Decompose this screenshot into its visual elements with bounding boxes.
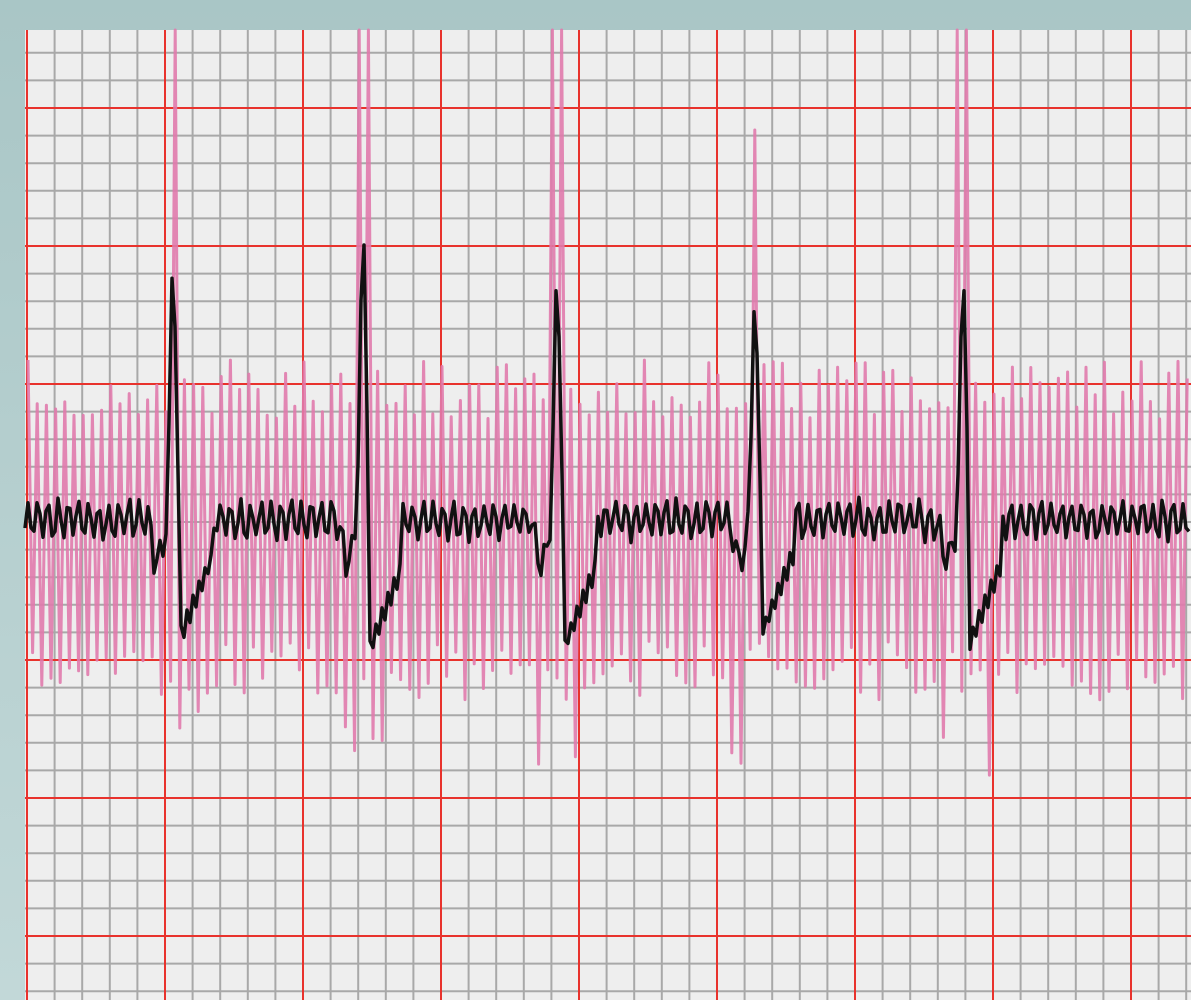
filtered-trace [23,243,1191,652]
raw-trace [26,28,1189,777]
minor-grid [25,30,1191,1000]
